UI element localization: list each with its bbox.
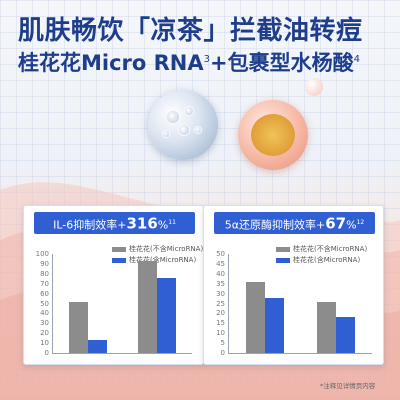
chart-title-sup: 12 — [356, 219, 365, 226]
legend-item-gray: 桂花花(不含MicroRNA) — [276, 244, 367, 255]
y-tick-label: 10 — [216, 329, 225, 338]
water-droplet-sphere — [148, 90, 218, 160]
legend-label-gray: 桂花花(不含MicroRNA) — [293, 245, 368, 253]
y-tick-label: 30 — [216, 289, 225, 298]
osmanthus-flowers-core — [251, 114, 295, 156]
headline-ingredient-1: 桂花花Micro RNA — [18, 51, 204, 75]
y-tick-label: 25 — [216, 299, 225, 308]
y-tick-label: 100 — [35, 250, 49, 258]
legend-swatch-blue — [276, 258, 290, 263]
chart-title-prefix: 5α还原酶抑制效率+ — [224, 218, 326, 232]
legend-label-blue: 桂花花(含MicroRNA) — [129, 256, 197, 264]
chart-panel-5a-reductase: 5α还原酶抑制效率+67%12 桂花花(不含MicroRNA) 桂花花(含Mic… — [203, 205, 384, 365]
droplet-dot — [162, 130, 170, 138]
legend-item-blue: 桂花花(含MicroRNA) — [112, 255, 203, 266]
chart-title-unit: % — [157, 218, 169, 232]
osmanthus-capsule-sphere — [238, 100, 308, 170]
y-tick-label: 40 — [40, 309, 49, 318]
headline-line2: 桂花花Micro RNA3+包裹型水杨酸4 — [18, 47, 388, 77]
y-tick-label: 0 — [44, 349, 49, 357]
y-tick-label: 60 — [40, 289, 49, 298]
legend-label-blue: 桂花花(含MicroRNA) — [293, 256, 361, 264]
droplet-dot — [178, 124, 190, 136]
headline-line1: 肌肤畅饮「凉茶」拦截油转痘 — [18, 16, 363, 46]
y-tick-label: 90 — [40, 259, 49, 268]
droplet-dot — [194, 126, 202, 134]
y-tick-label: 45 — [216, 259, 225, 268]
footnote: *注释见详情页内容 — [320, 382, 376, 390]
y-tick-label: 70 — [40, 279, 49, 288]
y-tick-label: 15 — [216, 319, 225, 328]
bar-with-microrna — [336, 317, 356, 353]
chart-title-5a: 5α还原酶抑制效率+67%12 — [214, 212, 375, 234]
y-tick-label: 30 — [40, 319, 49, 328]
chart-title-il6: IL-6抑制效率+316%11 — [34, 212, 195, 234]
chart-title-sup: 11 — [168, 219, 176, 226]
legend-swatch-gray — [112, 247, 126, 252]
small-bubble — [305, 78, 323, 96]
chart-title-prefix: IL-6抑制效率+ — [53, 218, 127, 232]
chart-panel-il6: IL-6抑制效率+316%11 桂花花(不含MicroRNA) 桂花花(含Mic… — [23, 205, 204, 365]
bar-without-microrna — [138, 260, 158, 353]
legend-label-gray: 桂花花(不含MicroRNA) — [129, 245, 204, 253]
bar-with-microrna — [87, 340, 107, 353]
legend-item-blue: 桂花花(含MicroRNA) — [276, 255, 367, 266]
chart-plot-area — [52, 254, 192, 354]
y-tick-label: 0 — [220, 349, 225, 357]
chart-title-value: 316 — [126, 214, 158, 233]
chart-plot-area — [228, 254, 372, 354]
chart-legend: 桂花花(不含MicroRNA) 桂花花(含MicroRNA) — [112, 244, 203, 266]
bar-without-microrna — [317, 301, 337, 353]
y-tick-label: 5 — [220, 339, 225, 348]
headline-ingredient-2: +包裹型水杨酸 — [210, 51, 354, 75]
y-tick-label: 40 — [216, 269, 225, 278]
legend-swatch-gray — [276, 247, 290, 252]
headline-sup-2: 4 — [353, 54, 360, 65]
chart-legend: 桂花花(不含MicroRNA) 桂花花(含MicroRNA) — [276, 244, 367, 266]
droplet-dot — [184, 106, 194, 116]
bar-without-microrna — [245, 281, 265, 353]
legend-item-gray: 桂花花(不含MicroRNA) — [112, 244, 203, 255]
bar-without-microrna — [68, 301, 88, 353]
y-tick-label: 50 — [216, 250, 225, 258]
headline-sup-1: 3 — [203, 54, 211, 65]
y-tick-label: 20 — [40, 329, 49, 338]
y-tick-label: 20 — [216, 309, 225, 318]
y-tick-label: 10 — [40, 339, 49, 348]
droplet-dot — [166, 110, 180, 124]
y-tick-label: 35 — [216, 279, 225, 288]
y-tick-label: 50 — [40, 299, 49, 308]
chart-title-value: 67 — [325, 214, 347, 233]
legend-swatch-blue — [112, 258, 126, 263]
y-tick-label: 80 — [40, 269, 49, 278]
bar-with-microrna — [264, 297, 284, 353]
bar-with-microrna — [157, 277, 177, 353]
chart-title-unit: % — [346, 218, 357, 232]
